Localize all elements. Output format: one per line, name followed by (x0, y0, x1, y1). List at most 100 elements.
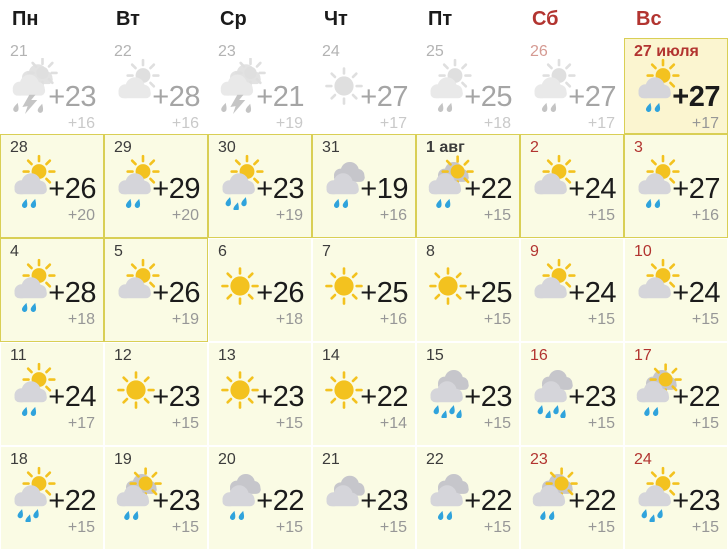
sun-cloud-icon (108, 258, 164, 314)
day-cell-6[interactable]: 6 +26 +18 (208, 238, 312, 342)
day-high-temp: +23 (152, 381, 200, 413)
day-high-temp: +26 (48, 173, 96, 205)
day-cell-24[interactable]: 24 +27 +17 (312, 38, 416, 134)
sun-cloud-rain-icon (420, 58, 476, 114)
day-cell-12[interactable]: 12 +23 +15 (104, 342, 208, 446)
day-high-temp: +23 (464, 381, 512, 413)
day-low-temp: +15 (587, 519, 615, 536)
day-low-temp: +15 (171, 519, 199, 536)
sun-cloud-icon (628, 258, 684, 314)
day-high-temp: +23 (568, 381, 616, 413)
day-cell-10[interactable]: 10 +24 +15 (624, 238, 728, 342)
day-number: 22 (426, 451, 444, 468)
day-low-temp: +15 (379, 519, 407, 536)
sun-cloud-rain-icon (4, 154, 60, 210)
day-cell-9[interactable]: 9 +24 +15 (520, 238, 624, 342)
storm-icon (4, 58, 60, 114)
day-low-temp: +15 (691, 311, 719, 328)
day-high-temp: +23 (256, 381, 304, 413)
day-number: 7 (322, 243, 331, 260)
day-low-temp: +16 (379, 311, 407, 328)
day-number: 24 (634, 451, 652, 468)
sun-icon (316, 58, 372, 114)
day-low-temp: +15 (275, 415, 303, 432)
sun-icon (108, 362, 164, 418)
day-cell-25[interactable]: 25 +25 +18 (416, 38, 520, 134)
day-cell-16[interactable]: 16 +23 +15 (520, 342, 624, 446)
day-low-temp: +16 (171, 115, 199, 132)
day-cell-18[interactable]: 18 +22 +15 (0, 446, 104, 550)
day-high-temp: +24 (568, 173, 616, 205)
day-number: 21 (10, 43, 28, 60)
day-number: 3 (634, 139, 643, 156)
weekday-label-wed: Ср (220, 7, 247, 30)
sun-cloud-rain-heavy-icon (628, 466, 684, 522)
sun-cloud-rain-icon (4, 362, 60, 418)
day-cell-4[interactable]: 4 +28 +18 (0, 238, 104, 342)
day-high-temp: +23 (672, 485, 720, 517)
day-low-temp: +15 (483, 415, 511, 432)
day-number: 11 (10, 347, 27, 364)
day-high-temp: +27 (360, 81, 408, 113)
day-high-temp: +27 (672, 81, 720, 113)
day-high-temp: +21 (256, 81, 304, 113)
day-high-temp: +27 (568, 81, 616, 113)
day-number: 5 (114, 243, 123, 260)
day-low-temp: +19 (275, 115, 303, 132)
day-low-temp: +15 (691, 415, 719, 432)
weekday-label-tue: Вт (116, 7, 140, 30)
day-cell-27-июля[interactable]: 27 июля +27 +17 (624, 38, 728, 134)
day-number: 22 (114, 43, 132, 60)
day-high-temp: +22 (672, 381, 720, 413)
day-cell-24[interactable]: 24 +23 +15 (624, 446, 728, 550)
day-cell-7[interactable]: 7 +25 +16 (312, 238, 416, 342)
day-cell-28[interactable]: 28 +26 +20 (0, 134, 104, 238)
day-number: 21 (322, 451, 340, 468)
day-cell-1-авг[interactable]: 1 авг +22 +15 (416, 134, 520, 238)
day-cell-3[interactable]: 3 +27 +16 (624, 134, 728, 238)
sun-cloud-icon (108, 58, 164, 114)
day-low-temp: +19 (171, 311, 199, 328)
calendar-week-row: 21 +23 +16 22 +28 +16 23 +21 +19 24 +27 +17 25 +25 +18… (0, 38, 728, 134)
day-cell-13[interactable]: 13 +23 +15 (208, 342, 312, 446)
day-high-temp: +24 (672, 277, 720, 309)
day-cell-15[interactable]: 15 +23 +15 (416, 342, 520, 446)
day-cell-31[interactable]: 31 +19 +16 (312, 134, 416, 238)
day-cell-5[interactable]: 5 +26 +19 (104, 238, 208, 342)
sun-cloud-rain-icon (524, 58, 580, 114)
day-low-temp: +20 (171, 207, 199, 224)
day-cell-23[interactable]: 23 +22 +15 (520, 446, 624, 550)
day-number: 23 (218, 43, 236, 60)
day-cell-2[interactable]: 2 +24 +15 (520, 134, 624, 238)
day-cell-22[interactable]: 22 +28 +16 (104, 38, 208, 134)
day-cell-8[interactable]: 8 +25 +15 (416, 238, 520, 342)
sun-clouds-rain-icon (108, 466, 164, 522)
day-cell-17[interactable]: 17 +22 +15 (624, 342, 728, 446)
day-cell-14[interactable]: 14 +22 +14 (312, 342, 416, 446)
day-cell-29[interactable]: 29 +29 +20 (104, 134, 208, 238)
day-number: 31 (322, 139, 340, 156)
day-cell-23[interactable]: 23 +21 +19 (208, 38, 312, 134)
day-cell-21[interactable]: 21 +23 +15 (312, 446, 416, 550)
day-cell-22[interactable]: 22 +22 +15 (416, 446, 520, 550)
day-high-temp: +25 (464, 81, 512, 113)
sun-clouds-rain-icon (420, 154, 476, 210)
day-number: 30 (218, 139, 236, 156)
day-number: 19 (114, 451, 132, 468)
day-number: 16 (530, 347, 548, 364)
day-low-temp: +16 (67, 115, 95, 132)
calendar-week-row: 11 +24 +17 12 +23 +15 13 +23 +15 14 +22 +14 15 +23 +15… (0, 342, 728, 446)
day-number: 14 (322, 347, 340, 364)
day-number: 6 (218, 243, 227, 260)
day-cell-19[interactable]: 19 +23 +15 (104, 446, 208, 550)
day-cell-11[interactable]: 11 +24 +17 (0, 342, 104, 446)
day-cell-20[interactable]: 20 +22 +15 (208, 446, 312, 550)
day-high-temp: +24 (568, 277, 616, 309)
sun-icon (316, 258, 372, 314)
day-number: 1 авг (426, 139, 465, 156)
day-cell-21[interactable]: 21 +23 +16 (0, 38, 104, 134)
clouds-icon (316, 466, 372, 522)
day-cell-26[interactable]: 26 +27 +17 (520, 38, 624, 134)
day-cell-30[interactable]: 30 +23 +19 (208, 134, 312, 238)
day-low-temp: +17 (691, 115, 719, 132)
